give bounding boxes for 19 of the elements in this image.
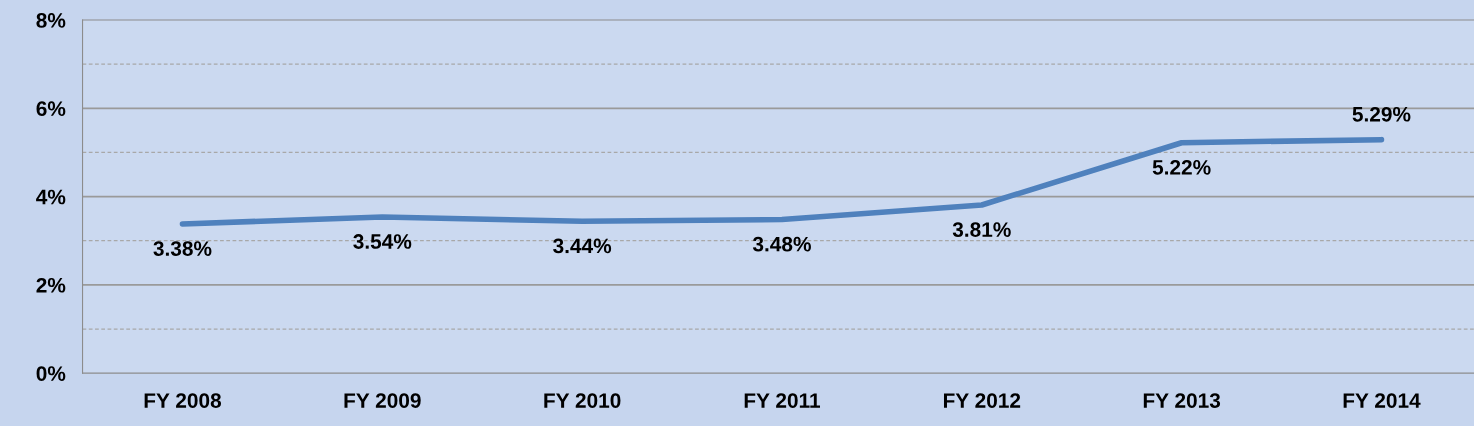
- x-tick-label: FY 2012: [943, 393, 1021, 408]
- data-label: 3.48%: [752, 236, 811, 252]
- data-label: 3.44%: [553, 238, 612, 254]
- y-tick-label: 4%: [36, 189, 66, 205]
- data-label: 5.29%: [1352, 106, 1411, 122]
- x-tick-label: FY 2009: [344, 393, 421, 408]
- y-tick-label: 6%: [36, 101, 66, 117]
- x-tick-label: FY 2008: [144, 393, 222, 408]
- data-label: 3.81%: [952, 222, 1011, 237]
- data-label: 5.22%: [1152, 159, 1211, 175]
- y-tick-label: 2%: [36, 277, 66, 293]
- x-tick-label: FY 2011: [744, 393, 820, 408]
- x-tick-label: FY 2014: [1343, 393, 1421, 408]
- data-label: 3.54%: [353, 234, 412, 249]
- x-tick-label: FY 2013: [1143, 393, 1221, 408]
- data-label: 3.38%: [153, 241, 212, 256]
- y-tick-label: 8%: [36, 13, 66, 28]
- x-tick-label: FY 2010: [544, 393, 621, 408]
- y-tick-label: 0%: [36, 366, 66, 381]
